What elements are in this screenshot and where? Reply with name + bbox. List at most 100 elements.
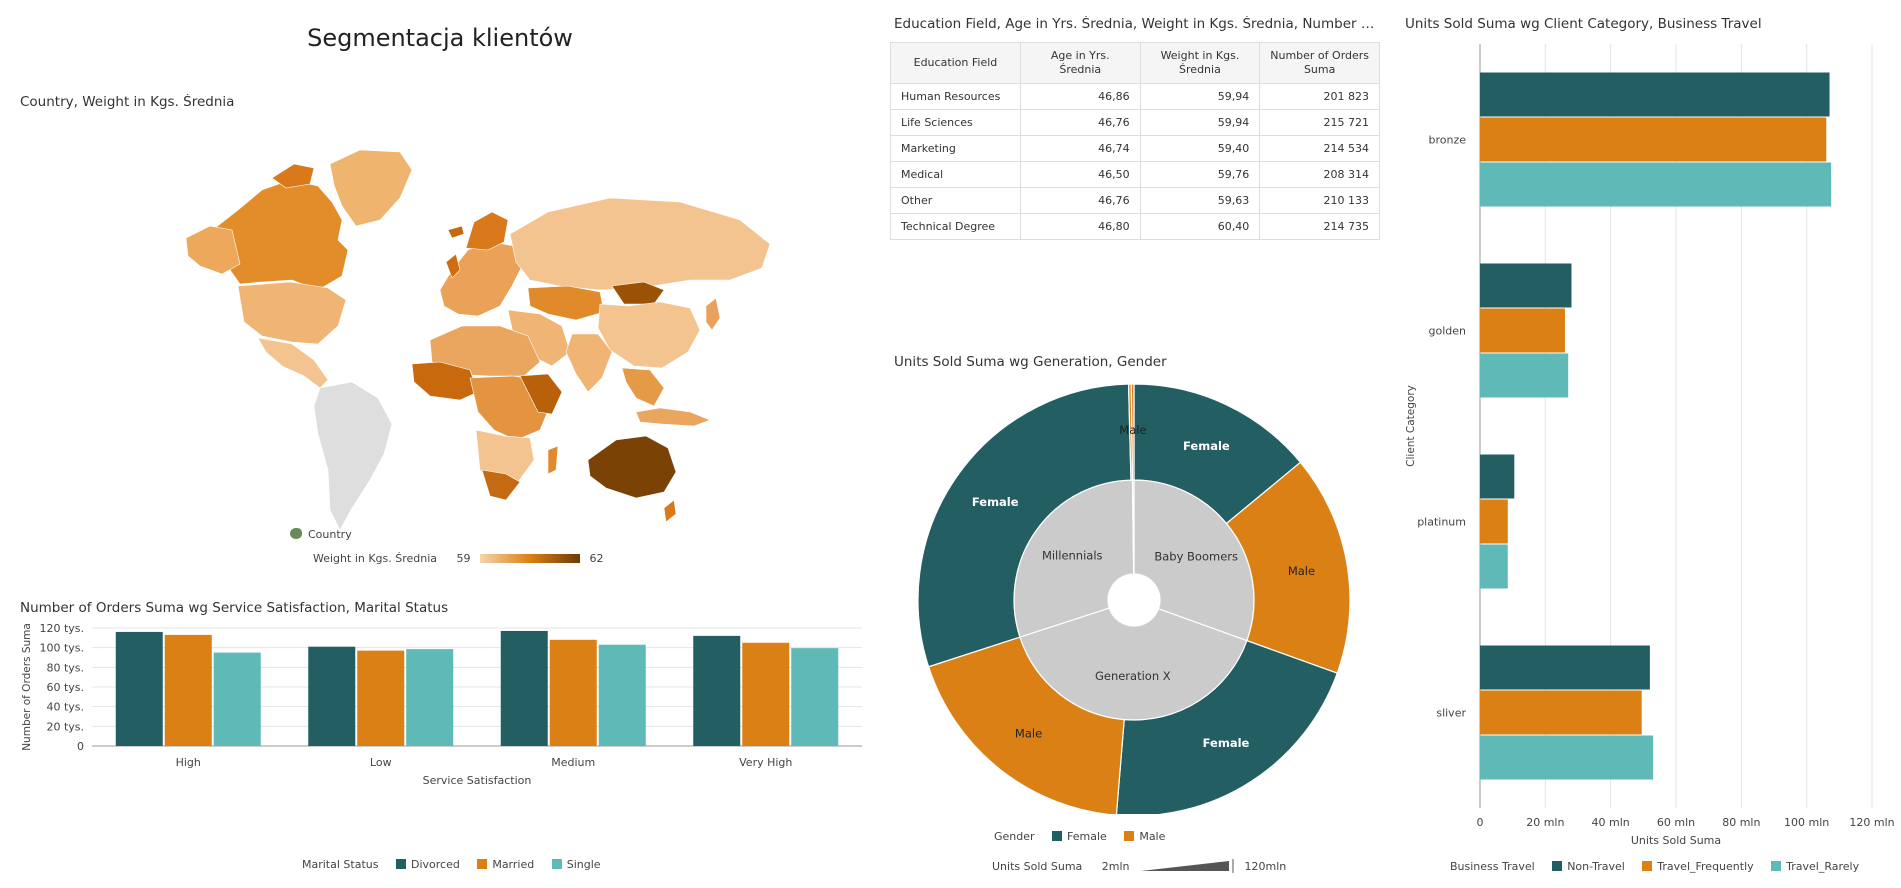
table-row[interactable]: Human Resources 46,86 59,94 201 823 xyxy=(890,83,1380,110)
legend-label-non-travel[interactable]: Non-Travel xyxy=(1567,860,1625,873)
x-tick-label: 20 mln xyxy=(1526,816,1564,829)
size-legend-max: 120mln xyxy=(1244,860,1287,873)
legend-label-divorced[interactable]: Divorced xyxy=(410,858,460,871)
table-row[interactable]: Other 46,76 59,63 210 133 xyxy=(890,187,1380,214)
table-cell-value: 46,74 xyxy=(1019,135,1141,162)
table-row[interactable]: Life Sciences 46,76 59,94 215 721 xyxy=(890,109,1380,136)
gender-legend-title: Gender xyxy=(994,830,1035,843)
bar-single-high[interactable] xyxy=(213,652,261,746)
table-header-cell[interactable]: Weight in Kgs. Średnia xyxy=(1139,42,1261,84)
x-tick-label: Medium xyxy=(551,756,595,769)
bar-travel_rarely-bronze[interactable] xyxy=(1480,162,1832,207)
map-region-east-africa xyxy=(519,373,563,415)
bar-married-medium[interactable] xyxy=(549,639,597,746)
bar-travel_frequently-golden[interactable] xyxy=(1480,308,1565,353)
table-cell-label: Marketing xyxy=(890,135,1021,162)
map-region-mexico xyxy=(257,337,329,389)
bar-married-very-high[interactable] xyxy=(742,642,790,746)
size-legend: Units Sold Suma 2mln 120mln xyxy=(992,858,1286,874)
bar-single-medium[interactable] xyxy=(598,644,646,746)
legend-label-travel-rarely[interactable]: Travel_Rarely xyxy=(1786,860,1860,873)
map-region-canada xyxy=(213,179,349,291)
world-map[interactable] xyxy=(0,130,880,530)
y-tick-label: 40 tys. xyxy=(46,701,84,714)
map-region-southeast-asia xyxy=(621,367,665,407)
map-region-india xyxy=(565,333,613,393)
table-cell-value: 46,86 xyxy=(1019,83,1141,110)
bar-divorced-low[interactable] xyxy=(308,646,356,746)
table-row[interactable]: Marketing 46,74 59,40 214 534 xyxy=(890,135,1380,162)
bar-travel_rarely-platinum[interactable] xyxy=(1480,544,1508,589)
map-region-arctic-islands xyxy=(271,163,315,189)
map-region-new-zealand xyxy=(663,499,677,523)
bar-married-high[interactable] xyxy=(164,634,212,746)
x-tick-label: 40 mln xyxy=(1592,816,1630,829)
table-header-cell[interactable]: Number of Orders Suma xyxy=(1259,42,1380,84)
map-region-south-america xyxy=(313,381,393,530)
y-tick-label: 100 tys. xyxy=(39,642,84,655)
orders-bar-chart: 0 20 tys. 40 tys. 60 tys. 80 tys. 100 tys. 120… xyxy=(21,622,862,787)
y-tick-label: sliver xyxy=(1436,707,1466,720)
gender-segment[interactable] xyxy=(917,383,1132,668)
sunburst-panel: Units Sold Suma wg Generation, Gender Ba… xyxy=(880,350,1400,888)
bar-travel_frequently-sliver[interactable] xyxy=(1480,690,1642,735)
legend-label-travel-frequently[interactable]: Travel_Frequently xyxy=(1657,860,1754,873)
y-axis-title: Number of Orders Suma xyxy=(21,623,33,751)
map-legend-max: 62 xyxy=(589,552,604,565)
bar-divorced-very-high[interactable] xyxy=(693,635,741,746)
map-region-scandinavia xyxy=(465,211,509,251)
gender-segment[interactable] xyxy=(1115,639,1338,814)
map-region-china xyxy=(597,301,701,369)
bar-travel_rarely-sliver[interactable] xyxy=(1480,735,1654,780)
gender-label: Female xyxy=(1183,439,1230,453)
table-header-cell[interactable]: Education Field xyxy=(890,42,1021,84)
table-header-row: Education Field Age in Yrs. Średnia Weig… xyxy=(890,42,1380,84)
y-tick-label: 0 xyxy=(77,740,84,753)
bar-non-travel-platinum[interactable] xyxy=(1480,454,1515,499)
y-tick-label: 20 tys. xyxy=(46,720,84,733)
x-tick-label: 80 mln xyxy=(1722,816,1760,829)
x-tick-label: High xyxy=(176,756,201,769)
x-tick-label: 100 mln xyxy=(1784,816,1829,829)
y-tick-label: 120 tys. xyxy=(39,622,84,635)
bar-travel_rarely-golden[interactable] xyxy=(1480,353,1569,398)
table-body: Human Resources 46,86 59,94 201 823 Life Sci… xyxy=(890,83,1380,240)
table-header-cell[interactable]: Age in Yrs. Średnia xyxy=(1019,42,1141,84)
bar-married-low[interactable] xyxy=(357,650,405,746)
marital-legend-title: Marital Status xyxy=(302,858,379,871)
bar-non-travel-sliver[interactable] xyxy=(1480,645,1650,690)
legend-label-male[interactable]: Male xyxy=(1139,830,1166,843)
map-panel: Country, Weight in Kgs. Średnia xyxy=(0,90,880,580)
bar-single-low[interactable] xyxy=(406,649,454,746)
table-cell-value: 59,94 xyxy=(1139,109,1261,136)
size-legend-min: 2mln xyxy=(1101,860,1130,873)
table-cell-value: 201 823 xyxy=(1259,83,1380,110)
units-hbar-panel: Units Sold Suma wg Client Category, Busi… xyxy=(1400,0,1901,888)
bar-travel_frequently-bronze[interactable] xyxy=(1480,117,1827,162)
data-table: Education Field Age in Yrs. Średnia Weig… xyxy=(890,42,1380,240)
table-cell-value: 46,80 xyxy=(1019,213,1141,240)
bar-non-travel-bronze[interactable] xyxy=(1480,72,1830,117)
bar-non-travel-golden[interactable] xyxy=(1480,263,1572,308)
gender-segment[interactable] xyxy=(1225,461,1351,674)
legend-label-female[interactable]: Female xyxy=(1067,830,1107,843)
marital-legend: Marital Status Divorced Married Single xyxy=(302,858,601,871)
table-row[interactable]: Medical 46,50 59,76 208 314 xyxy=(890,161,1380,188)
bar-travel_frequently-platinum[interactable] xyxy=(1480,499,1508,544)
legend-label-married[interactable]: Married xyxy=(492,858,535,871)
gender-segment[interactable] xyxy=(927,636,1125,814)
bar-divorced-high[interactable] xyxy=(115,631,163,746)
x-tick-label: 60 mln xyxy=(1657,816,1695,829)
map-title: Country, Weight in Kgs. Średnia xyxy=(20,94,235,110)
x-tick-label: 120 mln xyxy=(1849,816,1894,829)
gender-segment[interactable] xyxy=(1130,383,1135,481)
map-region-alaska xyxy=(185,225,241,275)
bar-single-very-high[interactable] xyxy=(791,648,839,746)
table-row[interactable]: Technical Degree 46,80 60,40 214 735 xyxy=(890,213,1380,240)
gender-label: Male xyxy=(1119,423,1146,437)
generation-label: Millennials xyxy=(1042,549,1103,563)
table-cell-value: 46,50 xyxy=(1019,161,1141,188)
generation-label: Baby Boomers xyxy=(1154,549,1238,563)
bar-divorced-medium[interactable] xyxy=(500,630,548,746)
legend-label-single[interactable]: Single xyxy=(566,858,601,871)
